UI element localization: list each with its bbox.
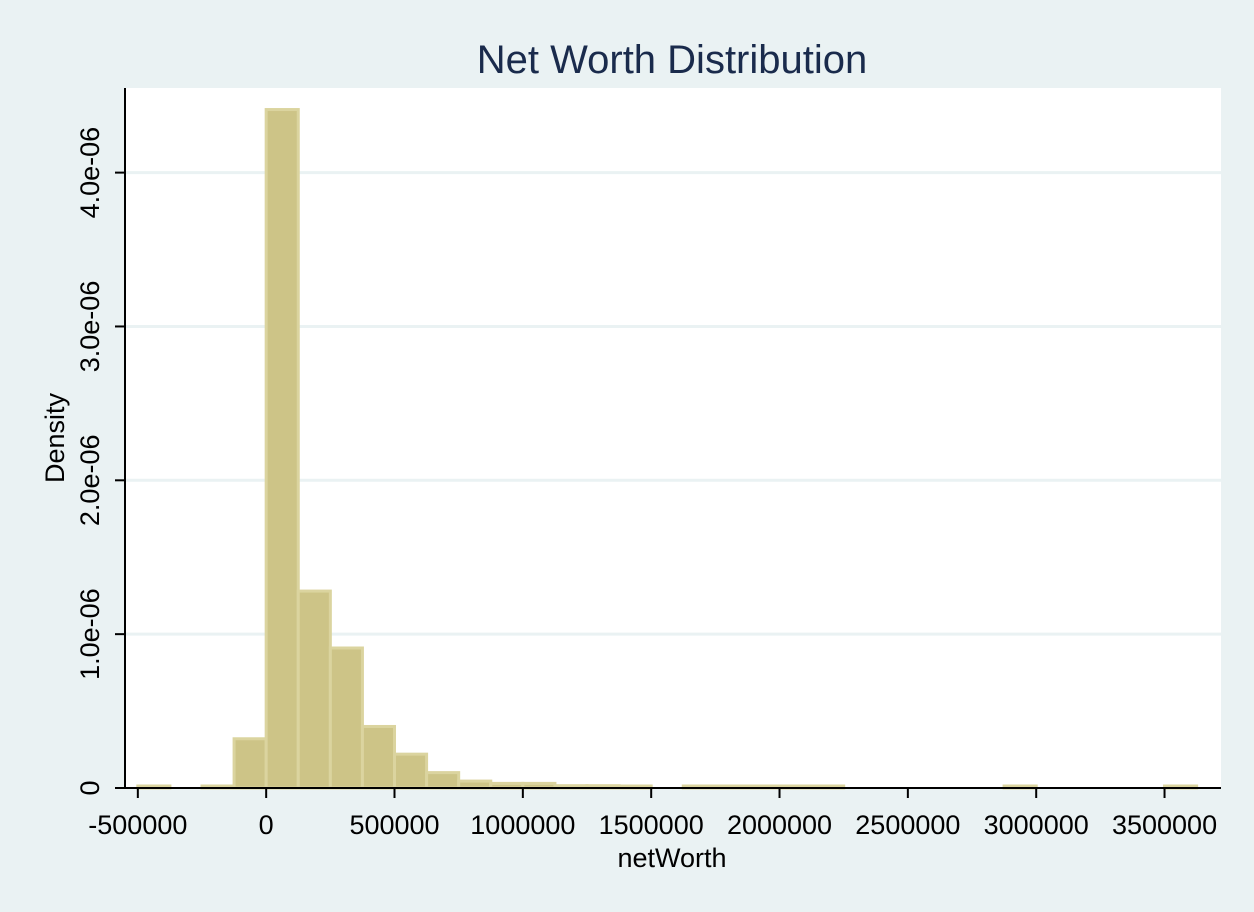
chart-title: Net Worth Distribution — [477, 38, 868, 82]
x-tick-label-3: 1000000 — [470, 810, 575, 840]
y-tick-label-4: 4.0e-06 — [75, 127, 105, 219]
x-tick-label-2: 500000 — [349, 810, 439, 840]
x-tick-label-5: 2000000 — [727, 810, 832, 840]
y-tick-label-3: 3.0e-06 — [75, 281, 105, 373]
histogram-bar-6 — [360, 724, 397, 790]
x-tick-label-4: 1500000 — [599, 810, 704, 840]
x-tick-label-1: 0 — [259, 810, 274, 840]
x-axis-label: netWorth — [617, 843, 726, 873]
histogram-bar-9 — [457, 779, 493, 790]
y-axis-label: Density — [40, 392, 70, 483]
histogram-bar-5 — [328, 646, 364, 790]
histogram-bar-8 — [425, 771, 461, 790]
x-tick-label-0: -500000 — [88, 810, 187, 840]
y-tick-label-2: 2.0e-06 — [75, 435, 105, 527]
histogram-bar-3 — [264, 108, 300, 790]
histogram-bar-7 — [393, 752, 429, 790]
y-tick-label-0: 0 — [75, 780, 105, 795]
histogram-bar-2 — [232, 737, 268, 790]
x-tick-label-7: 3000000 — [984, 810, 1089, 840]
x-tick-label-6: 2500000 — [855, 810, 960, 840]
y-tick-label-1: 1.0e-06 — [75, 588, 105, 680]
histogram-bar-4 — [296, 589, 332, 790]
x-tick-label-8: 3500000 — [1112, 810, 1217, 840]
histogram-bars — [136, 108, 1199, 790]
y-axis-ticks: 0 1.0e-06 2.0e-06 3.0e-06 4.0e-06 — [75, 127, 125, 796]
x-axis-ticks: -500000 0 500000 1000000 1500000 2000000 25000… — [88, 788, 1217, 840]
